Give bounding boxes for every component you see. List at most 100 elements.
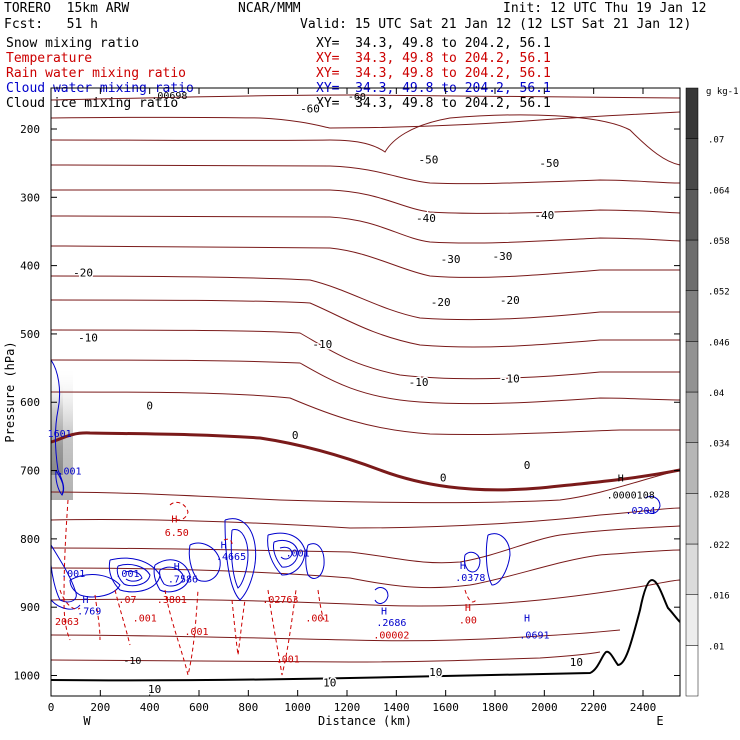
contour-annotation: H [465, 603, 471, 614]
colorbar-swatch [685, 341, 699, 393]
center-label: NCAR/MMM [238, 1, 301, 16]
x-tick-label: 2200 [580, 701, 607, 714]
contour-annotation: H [83, 595, 89, 606]
model-label: TORERO 15km ARW [4, 1, 130, 16]
contour-annotation: 1601 [48, 429, 72, 440]
temperature-contour-label: 0 [524, 459, 531, 472]
temperature-contour-label: -10 [78, 331, 98, 344]
contour-annotation: .001 [276, 654, 300, 665]
y-axis-title: Pressure (hPa) [3, 341, 17, 442]
plot-contours [51, 94, 680, 682]
y-tick-label: 200 [20, 123, 40, 136]
temperature-contour-label: 10 [148, 683, 161, 696]
x-end-label-east: E [656, 714, 663, 728]
fcst-label: Fcst: 51 h [4, 17, 98, 32]
temperature-contour-label: -20 [500, 294, 520, 307]
contour-annotation: .769 [77, 607, 101, 618]
contour-annotation: H [174, 562, 180, 573]
contour-annotation: .001 [57, 467, 81, 478]
colorbar: .01 .016 .022 .028 .034 .04 .046 .052 .058 .064 .0… [685, 87, 730, 697]
contour-annotation: H [618, 473, 624, 484]
contour-annotation: .001 [286, 549, 310, 560]
colorbar-tick-label: .034 [708, 440, 730, 450]
field-name: Cloud water mixing ratio [6, 81, 194, 96]
contour-annotation: .2686 [376, 618, 406, 629]
y-tick-label: 400 [20, 260, 40, 273]
colorbar-tick-label: .016 [708, 592, 730, 602]
temperature-contour-label: 10 [323, 676, 336, 689]
temperature-contour-label: -10 [312, 338, 332, 351]
contour-annotation: .001 [61, 569, 85, 580]
colorbar-tick-label: .022 [708, 541, 730, 551]
contour-annotation: .07 [118, 595, 136, 606]
temperature-contour-label: 0 [440, 471, 447, 484]
contour-annotation: H [221, 540, 227, 551]
colorbar-tick-label: .07 [708, 136, 724, 146]
contour-annotation: .7586 [168, 574, 198, 585]
temperature-contours [51, 94, 680, 663]
contour-annotation: .02763 [262, 595, 298, 606]
contour-annotation: H [381, 607, 387, 618]
x-end-label-west: W [83, 714, 91, 728]
contour-annotation: .0691 [519, 631, 549, 642]
contour-annotation: 2063 [55, 617, 79, 628]
contour-annotation: .001 [305, 613, 329, 624]
valid-label: Valid: 15 UTC Sat 21 Jan 12 (12 LST Sat … [300, 17, 692, 32]
colorbar-swatch [685, 442, 699, 494]
colorbar-tick-label: .064 [708, 186, 730, 196]
temperature-contour-label: -10 [409, 376, 429, 389]
x-tick-label: 600 [189, 701, 209, 714]
colorbar-unit: g kg-1 [706, 87, 739, 97]
temperature-contour-label: -20 [431, 296, 451, 309]
snow-shading [51, 380, 63, 475]
contour-annotation: H [524, 613, 530, 624]
x-tick-label: 1600 [432, 701, 459, 714]
contour-annotation: -10 [123, 656, 141, 667]
colorbar-swatch [685, 391, 699, 443]
contour-annotation: H [171, 514, 177, 525]
field-name: Cloud ice mixing ratio [6, 96, 179, 111]
field-xy: XY= 34.3, 49.8 to 204.2, 56.1 [316, 51, 551, 66]
colorbar-swatch [685, 290, 699, 342]
colorbar-tick-label: .046 [708, 338, 730, 348]
temperature-contour-label: -30 [492, 250, 512, 263]
contour-annotation: .0378 [455, 573, 485, 584]
colorbar-tick-label: .01 [708, 642, 724, 652]
x-axis-title: Distance (km) [318, 714, 412, 728]
contour-annotation: H [460, 561, 466, 572]
y-tick-label: 1000 [14, 670, 41, 683]
colorbar-tick-label: .04 [708, 389, 724, 399]
temperature-contour-label: -40 [416, 212, 436, 225]
y-tick-label: 800 [20, 533, 40, 546]
colorbar-tick-label: .058 [708, 237, 730, 247]
colorbar-swatch [685, 87, 699, 139]
x-tick-label: 1400 [383, 701, 410, 714]
contour-annotation: .0204 [625, 506, 655, 517]
y-tick-label: 900 [20, 601, 40, 614]
field-xy: XY= 34.3, 49.8 to 204.2, 56.1 [316, 96, 551, 111]
colorbar-swatch [685, 594, 699, 646]
contour-annotation: .001 [184, 627, 208, 638]
init-label: Init: 12 UTC Thu 19 Jan 12 [503, 1, 707, 16]
x-tick-label: 800 [238, 701, 258, 714]
field-name: Rain water mixing ratio [6, 66, 187, 81]
x-tick-label: 2000 [531, 701, 558, 714]
contour-annotation: .001 [115, 569, 139, 580]
colorbar-tick-label: .028 [708, 490, 730, 500]
y-tick-label: 300 [20, 191, 40, 204]
temperature-contour-label: -50 [418, 154, 438, 167]
x-tick-label: 200 [90, 701, 110, 714]
snow-shading [51, 370, 73, 500]
temperature-contour-label: 10 [429, 666, 442, 679]
temperature-contour-label: -10 [500, 372, 520, 385]
colorbar-swatch [685, 645, 699, 697]
colorbar-swatch [685, 189, 699, 241]
x-tick-label: 400 [140, 701, 160, 714]
rain-contours [59, 499, 477, 676]
x-tick-label: 1800 [482, 701, 509, 714]
contour-annotation: .4665 [216, 552, 246, 563]
contour-annotation: 6.50 [165, 528, 189, 539]
plot-frame [50, 87, 681, 697]
field-xy: XY= 34.3, 49.8 to 204.2, 56.1 [316, 81, 551, 96]
